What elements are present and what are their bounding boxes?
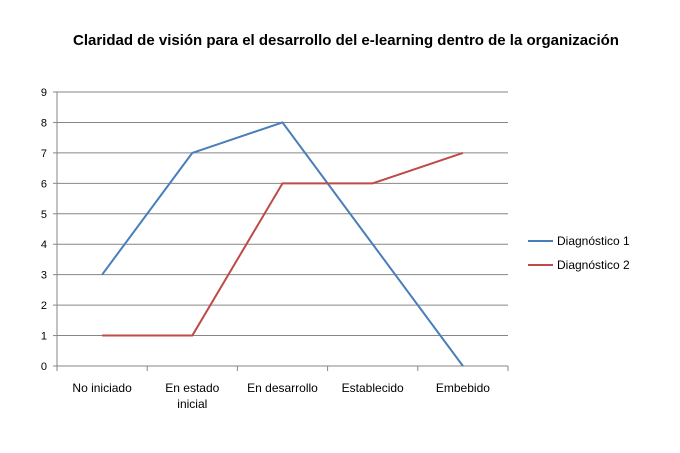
legend-label: Diagnóstico 1 <box>557 234 630 248</box>
series-line-2 <box>102 151 464 337</box>
y-tick-label: 4 <box>41 239 47 251</box>
y-tick-label: 0 <box>41 361 47 373</box>
series-line-1 <box>101 121 464 367</box>
x-category-label-line: No iniciado <box>72 381 132 395</box>
y-tick-label: 8 <box>41 117 47 129</box>
x-category-label-line: En estado <box>165 381 219 395</box>
x-category-label: En desarrollo <box>247 381 318 395</box>
x-category-label-line: En desarrollo <box>247 381 318 395</box>
series-lines <box>101 121 464 367</box>
y-axis-ticks: 0 1 2 3 4 5 6 7 8 9 <box>41 87 47 373</box>
y-tick-label: 1 <box>41 331 47 343</box>
x-category-label-line: Embebido <box>436 381 490 395</box>
x-category-label: En estado inicial <box>165 381 219 411</box>
x-axis-categories: No iniciado En estado inicial En desarrollo… <box>72 381 490 411</box>
chart-title: Claridad de visión para el desarrollo de… <box>73 32 619 49</box>
y-tick-label: 2 <box>41 300 47 312</box>
y-tick-label: 9 <box>41 87 47 99</box>
legend: Diagnóstico 1 Diagnóstico 2 <box>528 234 630 272</box>
legend-label: Diagnóstico 2 <box>557 258 630 272</box>
y-tick-label: 5 <box>41 209 47 221</box>
axes <box>53 91 509 371</box>
x-category-label-line: inicial <box>177 397 207 411</box>
y-tick-label: 6 <box>41 178 47 190</box>
x-category-label-line: Establecido <box>342 381 404 395</box>
y-tick-label: 7 <box>41 148 47 160</box>
gridlines <box>57 91 508 337</box>
y-tick-label: 3 <box>41 270 47 282</box>
x-category-label: Embebido <box>436 381 490 395</box>
x-category-label: Establecido <box>342 381 404 395</box>
x-category-label: No iniciado <box>72 381 132 395</box>
